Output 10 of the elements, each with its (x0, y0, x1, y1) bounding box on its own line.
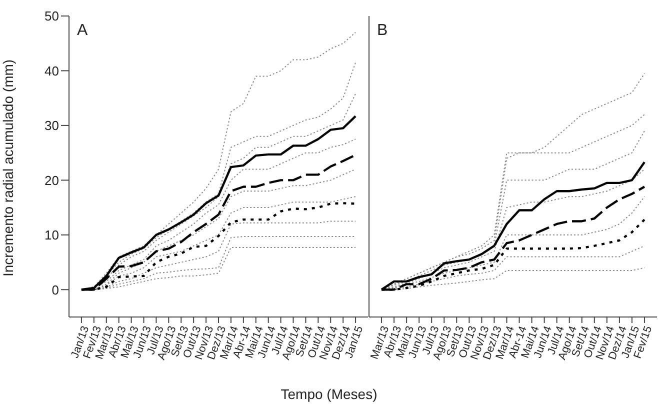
y-tick-label: 40 (44, 63, 59, 78)
y-tick-label: 20 (44, 172, 59, 188)
y-tick-label: 0 (52, 282, 59, 298)
x-axis-title: Tempo (Meses) (280, 386, 378, 402)
y-tick-label: 30 (44, 118, 59, 134)
chart-title: B (377, 22, 388, 40)
y-axis-title: Incremento radial acumulado (mm) (0, 59, 16, 276)
y-tick-label: 10 (44, 228, 59, 243)
y-tick-label: 50 (44, 8, 59, 24)
chart-title: A (77, 22, 88, 40)
